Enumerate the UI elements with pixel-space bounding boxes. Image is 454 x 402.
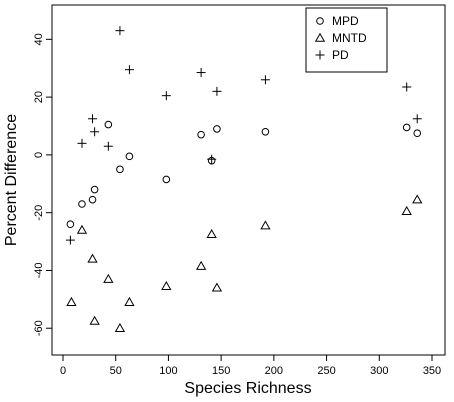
point-mntd [124,296,135,306]
point-mpd [90,185,99,194]
point-pd [260,75,270,85]
point-mntd [76,224,88,234]
legend-label-pd: PD [332,48,349,62]
y-tick-label: -60 [33,320,45,336]
point-mpd [197,130,205,139]
x-tick-label: 200 [265,365,283,377]
legend-marker-mpd [316,17,324,25]
y-tick-label: 40 [33,33,45,45]
x-tick-label: 150 [212,365,230,377]
point-mpd [66,220,75,229]
x-axis-title: Species Richness [184,380,311,397]
point-mntd [412,194,423,204]
point-mntd [211,282,223,292]
point-mntd [103,273,114,283]
point-pd [103,141,113,151]
y-tick-label: 0 [33,152,45,158]
x-tick-label: 350 [423,365,441,377]
point-mntd [66,296,77,306]
y-tick-label: 20 [33,91,45,103]
point-pd [90,127,100,137]
point-pd [412,114,422,124]
point-pd [65,235,75,245]
point-mpd [213,125,221,133]
point-mpd [88,195,97,204]
point-pd [402,82,412,92]
point-mpd [261,127,270,136]
series-mpd [66,120,422,229]
point-pd [161,91,171,101]
point-mpd [116,165,124,174]
point-mpd [125,152,134,161]
y-tick-label: -40 [33,262,45,278]
y-tick-label: -20 [33,205,45,221]
point-pd [212,86,222,96]
x-axis: 0 50 100 150 200 250 300 350 [60,355,441,377]
point-mntd [89,315,100,325]
point-mntd [114,322,126,332]
point-pd [115,26,125,36]
point-mpd [78,200,86,208]
series-pd [65,26,422,245]
x-tick-label: 250 [317,365,335,377]
point-pd [124,65,134,75]
x-tick-label: 0 [60,365,66,377]
point-mpd [162,175,171,184]
point-mntd [161,281,172,291]
x-tick-label: 300 [370,365,388,377]
point-mntd [206,229,217,239]
legend-label-mpd: MPD [332,14,359,28]
y-axis-title: Percent Difference [3,114,20,246]
y-axis: -60 -40 -20 0 20 40 [33,33,52,336]
legend: MPD MNTD PD [305,7,388,73]
legend-marker-mntd [314,32,326,42]
point-pd [88,114,98,124]
legend-label-mntd: MNTD [332,31,367,45]
x-tick-label: 100 [159,365,177,377]
series-mntd [66,194,423,332]
x-tick-label: 50 [110,365,122,377]
point-mntd [401,205,412,215]
legend-box [305,7,388,73]
point-pd [77,138,87,148]
data-points [65,26,423,332]
point-mpd [413,129,422,138]
point-mntd [260,220,271,230]
point-pd [196,68,206,78]
point-mntd [195,260,207,270]
point-mpd [402,123,411,132]
point-pd [207,154,217,164]
legend-marker-pd [315,50,325,60]
plot-frame [51,4,446,356]
point-mntd [87,253,98,263]
point-mpd [104,120,113,129]
